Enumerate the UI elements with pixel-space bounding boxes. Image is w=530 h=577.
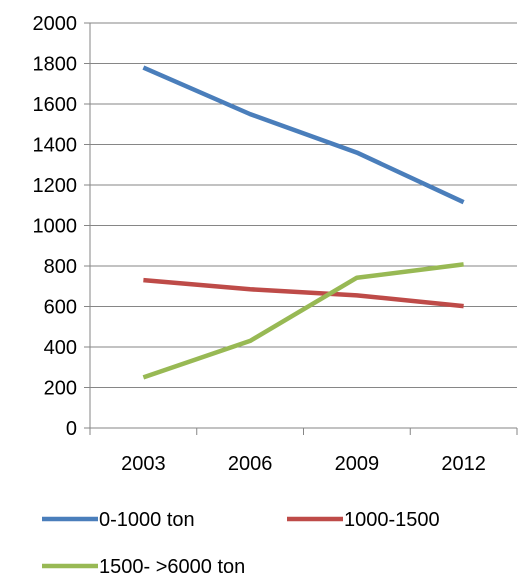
series-line-1500-6000-ton bbox=[142, 262, 464, 380]
y-tick-label: 1400 bbox=[33, 135, 78, 157]
x-tick-label: 2012 bbox=[441, 453, 486, 475]
series-line-1000-1500 bbox=[143, 277, 464, 309]
legend-label: 1000-1500 bbox=[344, 509, 440, 531]
legend: 0-1000 ton 1000-1500 1500- >6000 ton bbox=[42, 509, 440, 577]
tick-labels: 0 200 400 600 800 1000 1200 1400 1600 1800 2000 200… bbox=[33, 13, 486, 475]
y-tick-label: 1200 bbox=[33, 175, 78, 197]
legend-item-1500-6000-ton: 1500- >6000 ton bbox=[42, 556, 245, 577]
legend-label: 0-1000 ton bbox=[99, 509, 195, 531]
gridlines bbox=[90, 22, 517, 388]
x-tick-label: 2006 bbox=[228, 453, 273, 475]
y-tick-label: 400 bbox=[44, 337, 77, 359]
y-tick-label: 1000 bbox=[33, 216, 78, 238]
y-tick-label: 800 bbox=[44, 256, 77, 278]
y-tick-label: 2000 bbox=[33, 13, 78, 35]
x-tick-label: 2003 bbox=[121, 453, 166, 475]
series-line-0-1000-ton bbox=[142, 65, 465, 205]
legend-item-1000-1500: 1000-1500 bbox=[287, 509, 440, 531]
x-tick-label: 2009 bbox=[335, 453, 380, 475]
y-tick-label: 200 bbox=[44, 378, 77, 400]
y-tick-label: 1600 bbox=[33, 94, 78, 116]
legend-label: 1500- >6000 ton bbox=[99, 556, 245, 577]
y-tick-label: 600 bbox=[44, 297, 77, 319]
series-lines bbox=[142, 65, 465, 380]
legend-item-0-1000-ton: 0-1000 ton bbox=[42, 509, 195, 531]
axes bbox=[84, 22, 518, 435]
y-tick-label: 1800 bbox=[33, 54, 78, 76]
y-tick-label: 0 bbox=[66, 418, 77, 440]
